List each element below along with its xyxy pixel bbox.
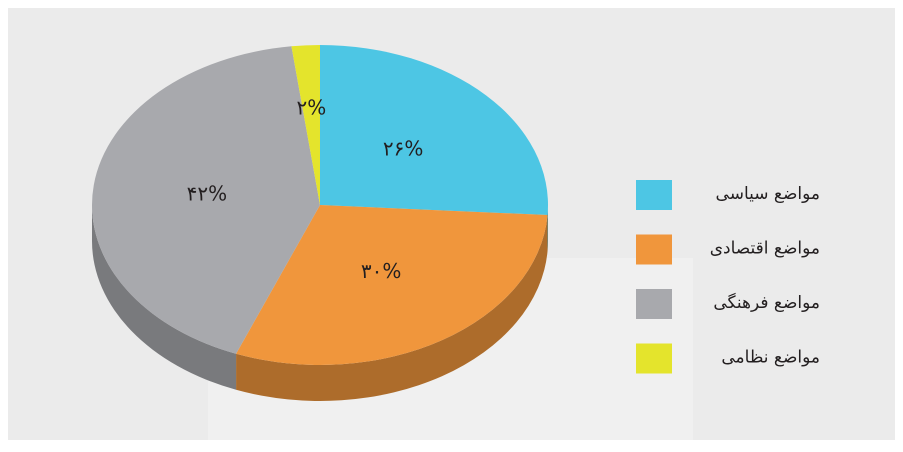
pie-slice bbox=[236, 205, 548, 366]
pie-slice bbox=[320, 45, 548, 216]
slice-side bbox=[236, 215, 548, 402]
legend-swatch bbox=[636, 343, 672, 374]
data-label: ۲% bbox=[297, 96, 327, 120]
pie-slice bbox=[91, 46, 320, 354]
slice-side bbox=[92, 205, 237, 390]
legend-label: مواضع اقتصادی bbox=[710, 239, 820, 259]
data-label: ۳۰% bbox=[361, 259, 402, 283]
legend-label: مواضع نظامی bbox=[721, 348, 820, 368]
legend-label: مواضع فرهنگی bbox=[713, 292, 820, 313]
legend-swatch bbox=[636, 289, 672, 319]
data-label: ۴۲% bbox=[187, 181, 228, 205]
legend-swatch bbox=[636, 180, 672, 210]
legend-swatch bbox=[636, 234, 672, 265]
pie-slice bbox=[291, 45, 320, 205]
legend-label: مواضع سیاسی bbox=[716, 184, 820, 204]
data-label: ۲۶% bbox=[383, 137, 424, 161]
